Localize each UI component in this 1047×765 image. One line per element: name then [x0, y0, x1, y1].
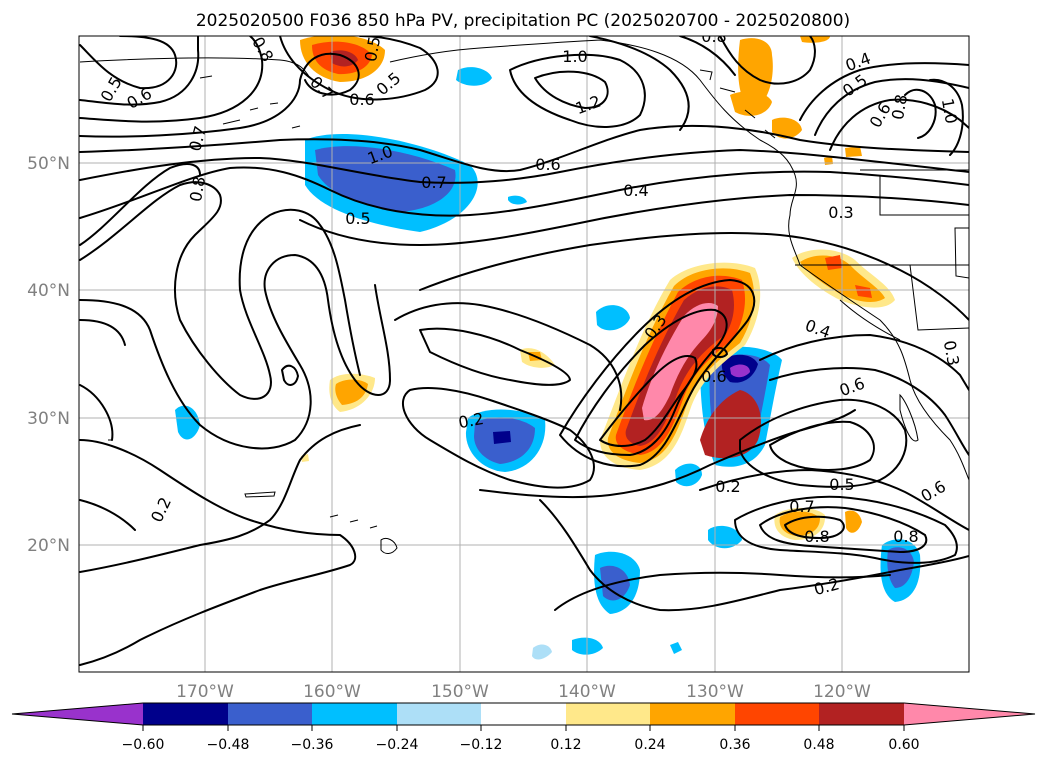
colorbar-segment: [904, 703, 1035, 725]
lon-label: 120°W: [813, 682, 871, 702]
lat-label: 20°N: [27, 536, 70, 556]
lon-label: 130°W: [686, 682, 744, 702]
colorbar-segment: [397, 703, 481, 725]
colorbar-segment: [228, 703, 312, 725]
colorbar-segment: [735, 703, 819, 725]
contour-label: 0.5: [361, 35, 384, 63]
contour-label: 0.2: [715, 477, 740, 496]
colorbar-tick-label: 0.24: [634, 737, 665, 753]
contour-label: 0.8: [186, 175, 209, 203]
lat-label: 30°N: [27, 409, 70, 429]
colorbar-tick-label: 0.36: [719, 737, 750, 753]
positive-anomaly-shading: [300, 36, 895, 540]
pv-contour-labels: 0.5 0.6 0.8 0.7 0.8 0.5 0.7 0.6 0.5 1.0 …: [97, 27, 963, 599]
contour-label: 0.7: [421, 173, 446, 192]
contour-label: 0.3: [828, 203, 853, 222]
colorbar-segment: [312, 703, 397, 725]
colorbar-tick-label: 0.12: [550, 737, 581, 753]
contour-label: 0.6: [701, 367, 726, 386]
contour-label: 0.6: [535, 155, 560, 174]
contour-label: 0.2: [457, 409, 485, 432]
lat-label: 40°N: [27, 281, 70, 301]
contour-label: 0.5: [345, 209, 370, 228]
colorbar-segment: [650, 703, 735, 725]
colorbar-segment: [819, 703, 904, 725]
pv-contours: [79, 36, 969, 666]
figure-title: 2025020500 F036 850 hPa PV, precipitatio…: [196, 11, 850, 31]
colorbar-tick-label: −0.60: [122, 737, 165, 753]
lon-label: 160°W: [303, 682, 361, 702]
contour-label: 0.8: [888, 93, 911, 121]
longitude-labels: 170°W 160°W 150°W 140°W 130°W 120°W: [176, 682, 871, 702]
colorbar: −0.60 −0.48 −0.36 −0.24 −0.12 0.12 0.24 …: [11, 702, 1036, 753]
contour-label: 0.8: [804, 527, 829, 546]
colorbar-tick-label: 0.48: [803, 737, 834, 753]
colorbar-tick-label: −0.24: [376, 737, 419, 753]
colorbar-tick-label: −0.48: [207, 737, 250, 753]
colorbar-segment: [481, 703, 566, 725]
contour-label: 0.3: [940, 339, 963, 367]
contour-label: 0.6: [349, 90, 374, 109]
colorbar-tick-marks: [142, 725, 905, 731]
map-frame: [78, 35, 970, 673]
contour-label: 0.8: [893, 527, 918, 546]
contour-label: 1.0: [562, 47, 587, 66]
contour-label: 0.7: [789, 497, 814, 516]
map-panel: 0.5 0.6 0.8 0.7 0.8 0.5 0.7 0.6 0.5 1.0 …: [78, 27, 970, 673]
contour-label: 1.0: [938, 97, 961, 125]
colorbar-tick-label: 0.60: [888, 737, 919, 753]
colorbar-segment: [12, 703, 143, 725]
contour-label: 0.5: [829, 475, 854, 494]
contour-label: 0.4: [623, 181, 648, 200]
latitude-labels: 50°N 40°N 30°N 20°N: [27, 154, 70, 556]
colorbar-tick-label: −0.36: [291, 737, 334, 753]
colorbar-segment: [143, 703, 228, 725]
lon-label: 140°W: [558, 682, 616, 702]
contour-label: 0.8: [701, 27, 726, 46]
lon-label: 170°W: [176, 682, 234, 702]
colorbar-segment: [566, 703, 650, 725]
lon-label: 150°W: [431, 682, 489, 702]
colorbar-tick-label: −0.12: [460, 737, 503, 753]
lat-label: 50°N: [27, 154, 70, 174]
